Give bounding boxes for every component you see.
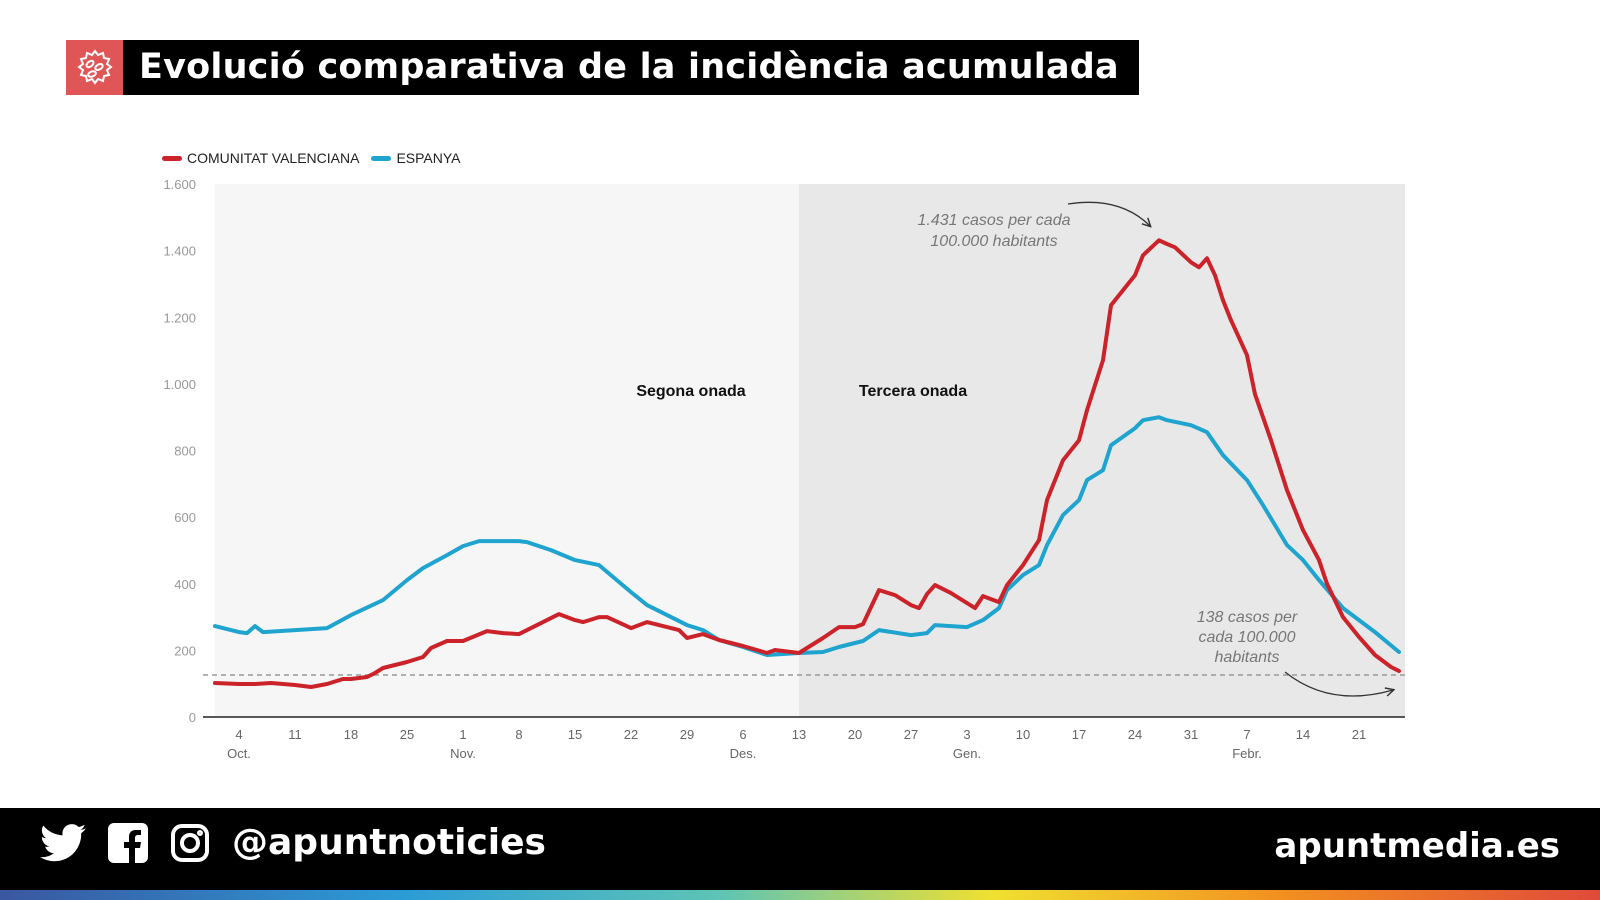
x-tick-label: 29: [680, 727, 694, 742]
period-label: Segona onada: [636, 383, 745, 400]
x-tick-label: 20: [848, 727, 862, 742]
y-tick-label: 0: [189, 710, 196, 725]
y-tick-label: 400: [174, 577, 196, 592]
legend-item-espanya: ESPANYA: [371, 150, 461, 166]
y-tick-label: 1.000: [163, 377, 196, 392]
facebook-icon[interactable]: [108, 822, 148, 863]
page-title: Evolució comparativa de la incidència ac…: [123, 40, 1139, 95]
period-label: Tercera onada: [859, 383, 967, 400]
x-month-label: Nov.: [450, 746, 476, 761]
annotation-end-text: 138 casos per: [1197, 609, 1298, 626]
x-month-label: Oct.: [227, 746, 251, 761]
x-tick-label: 4: [235, 727, 242, 742]
x-tick-label: 21: [1352, 727, 1366, 742]
legend-label: ESPANYA: [396, 150, 461, 166]
y-tick-label: 1.600: [163, 177, 196, 192]
x-tick-label: 13: [792, 727, 806, 742]
virus-icon: [66, 40, 123, 95]
x-tick-label: 15: [568, 727, 582, 742]
x-tick-label: 1: [459, 727, 466, 742]
x-month-label: Des.: [730, 746, 757, 761]
annotation-peak-arrow: [1067, 201, 1150, 226]
period-band: [799, 184, 1405, 717]
rainbow-stripe: [0, 890, 1600, 900]
x-tick-label: 18: [344, 727, 358, 742]
series-line-espanya: [213, 415, 1401, 657]
x-month-label: Gen.: [953, 746, 981, 761]
x-tick-label: 7: [1243, 727, 1250, 742]
y-tick-label: 1.200: [163, 310, 196, 325]
footer: @apuntnoticies apuntmedia.es: [0, 808, 1600, 890]
website-link[interactable]: apuntmedia.es: [1274, 826, 1560, 866]
y-tick-label: 200: [174, 643, 196, 658]
annotation-end-arrow: [1284, 671, 1393, 697]
legend-swatch: [162, 155, 182, 161]
title-bar: Evolució comparativa de la incidència ac…: [66, 40, 1139, 95]
chart-legend: COMUNITAT VALENCIANA ESPANYA: [162, 150, 473, 166]
annotation-end-text: cada 100.000: [1199, 629, 1296, 646]
x-tick-label: 14: [1296, 727, 1310, 742]
line-chart: Segona onada Tercera onada 0 200 400 600 800 1.…: [163, 177, 1405, 761]
series-line-comunitat-valenciana: [213, 238, 1401, 689]
annotation-peak-text: 1.431 casos per cada: [918, 212, 1071, 229]
annotation-end-text: habitants: [1215, 649, 1280, 666]
x-tick-label: 17: [1072, 727, 1086, 742]
x-tick-label: 11: [288, 727, 302, 742]
legend-swatch: [371, 155, 392, 161]
legend-item-comunitat-valenciana: COMUNITAT VALENCIANA: [162, 150, 359, 166]
x-tick-label: 8: [515, 727, 522, 742]
instagram-icon[interactable]: [170, 823, 210, 863]
x-tick-label: 31: [1184, 727, 1198, 742]
x-month-label: Febr.: [1232, 746, 1262, 761]
x-tick-label: 6: [739, 727, 746, 742]
x-tick-label: 25: [400, 727, 414, 742]
social-handle[interactable]: @apuntnoticies: [232, 822, 546, 863]
x-tick-label: 27: [904, 727, 918, 742]
twitter-icon[interactable]: [40, 823, 86, 863]
y-tick-label: 800: [174, 444, 196, 459]
y-tick-label: 1.400: [163, 244, 196, 259]
annotation-peak-text: 100.000 habitants: [930, 233, 1057, 250]
x-tick-label: 10: [1016, 727, 1030, 742]
x-tick-label: 24: [1128, 727, 1142, 742]
x-tick-label: 3: [963, 727, 970, 742]
y-tick-label: 600: [174, 510, 196, 525]
legend-label: COMUNITAT VALENCIANA: [187, 150, 360, 166]
x-tick-label: 22: [624, 727, 638, 742]
